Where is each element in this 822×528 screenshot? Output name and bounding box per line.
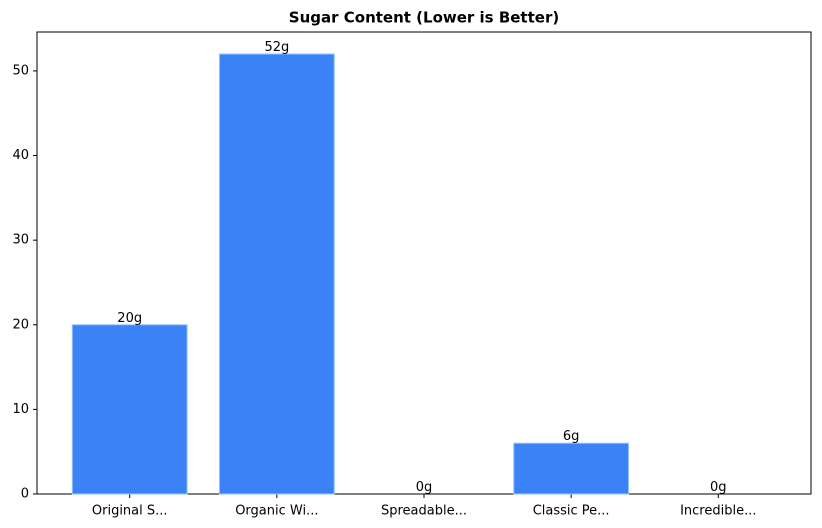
bar: [513, 442, 630, 495]
y-tick-label: 40: [12, 148, 29, 163]
y-tick-label: 30: [12, 233, 29, 248]
value-label: 0g: [710, 480, 727, 495]
y-tick-label: 10: [12, 402, 29, 417]
x-tick-label: Classic Pe...: [533, 504, 610, 519]
value-label: 52g: [264, 40, 289, 55]
bar: [71, 324, 188, 495]
chart-title: Sugar Content (Lower is Better): [289, 9, 559, 27]
x-tick-label: Original S...: [92, 504, 168, 519]
x-tick-label: Incredible...: [680, 504, 756, 519]
y-tick-label: 20: [12, 317, 29, 332]
value-label: 20g: [117, 311, 142, 326]
x-tick-label: Organic Wi...: [235, 504, 318, 519]
value-label: 0g: [416, 480, 433, 495]
value-label: 6g: [563, 429, 580, 444]
y-tick-label: 0: [21, 487, 29, 502]
y-tick-label: 50: [12, 63, 29, 78]
bar: [218, 53, 335, 495]
x-tick-label: Spreadable...: [381, 504, 467, 519]
